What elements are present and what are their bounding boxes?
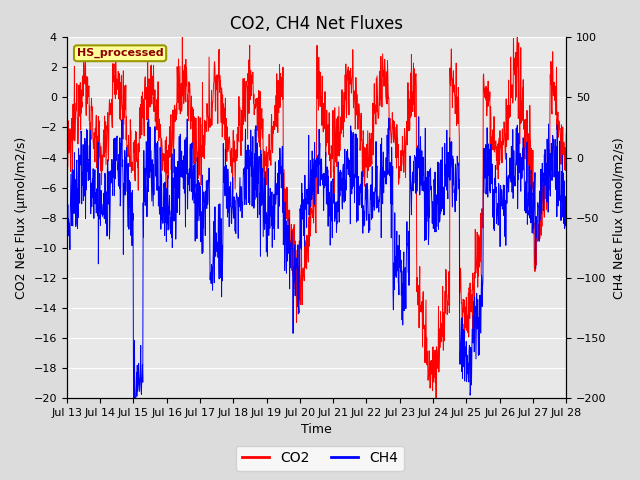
Text: HS_processed: HS_processed bbox=[77, 48, 163, 59]
Y-axis label: CH4 Net Flux (nmol/m2/s): CH4 Net Flux (nmol/m2/s) bbox=[612, 137, 625, 299]
Y-axis label: CO2 Net Flux (μmol/m2/s): CO2 Net Flux (μmol/m2/s) bbox=[15, 136, 28, 299]
X-axis label: Time: Time bbox=[301, 423, 332, 436]
Title: CO2, CH4 Net Fluxes: CO2, CH4 Net Fluxes bbox=[230, 15, 403, 33]
Legend: CO2, CH4: CO2, CH4 bbox=[236, 445, 404, 471]
